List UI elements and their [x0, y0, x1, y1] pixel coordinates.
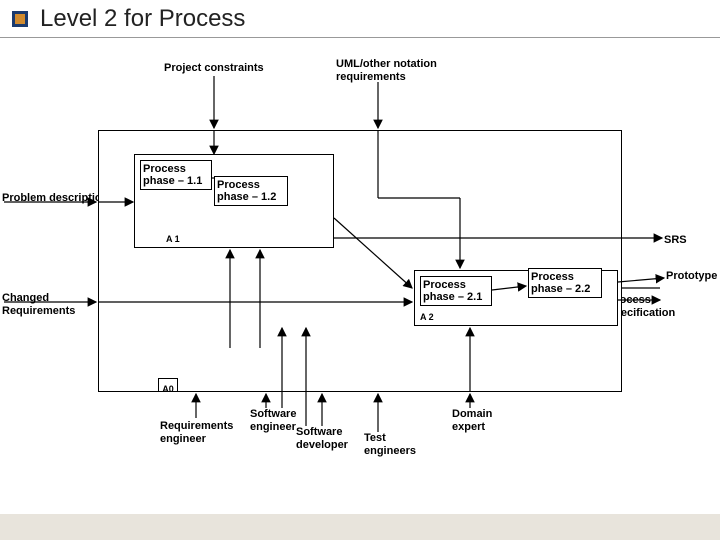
label-process-spec: Process specification: [608, 294, 720, 319]
node-p22: Process phase – 2.2: [528, 268, 602, 298]
tag-a1: A 1: [166, 234, 180, 244]
label-test-engineers: Test engineers: [364, 432, 416, 457]
label-sw-engineer: Software engineer: [250, 408, 296, 433]
label-domain-expert: Domain expert: [452, 408, 492, 433]
label-uml-requirements: UML/other notation requirements: [336, 58, 437, 83]
label-prototype: Prototype: [666, 270, 717, 283]
label-sw-developer: Software developer: [296, 426, 348, 451]
footer-band: [0, 514, 720, 540]
diagram-canvas: Project constraints UML/other notation r…: [0, 38, 720, 498]
page-title: Level 2 for Process: [40, 5, 245, 33]
label-problem-description: Problem description: [2, 192, 108, 205]
header-bullet-icon: [12, 11, 28, 27]
node-p12: Process phase – 1.2: [214, 176, 288, 206]
header: Level 2 for Process: [0, 0, 720, 38]
tag-a2: A 2: [420, 312, 434, 322]
label-project-constraints: Project constraints: [164, 62, 264, 75]
node-p21: Process phase – 2.1: [420, 276, 492, 306]
node-p11: Process phase – 1.1: [140, 160, 212, 190]
label-changed-requirements: Changed Requirements: [2, 292, 75, 317]
label-req-engineer: Requirements engineer: [160, 420, 233, 445]
label-srs: SRS: [664, 234, 687, 247]
tag-a0: A0: [158, 378, 178, 392]
